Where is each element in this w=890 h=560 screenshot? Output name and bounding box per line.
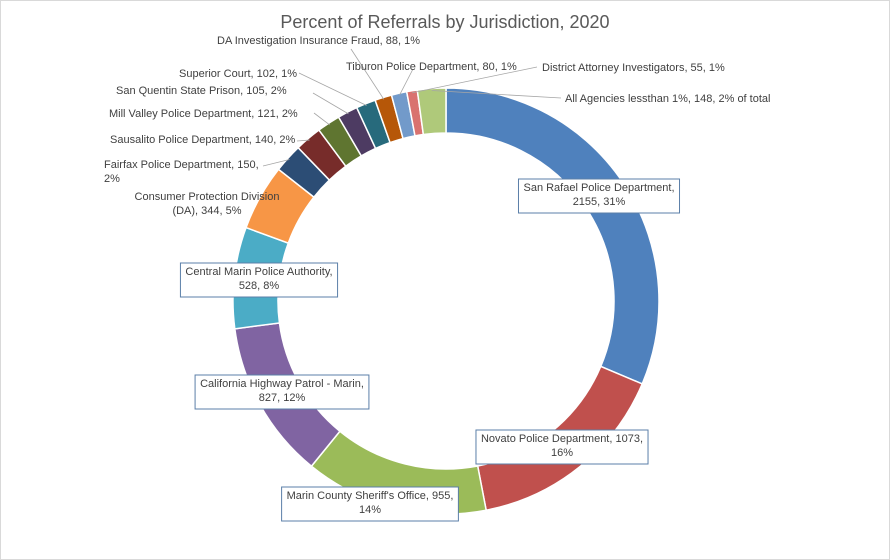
data-label-california-highway-patrol-marin: California Highway Patrol - Marin, 827, 1…	[194, 374, 370, 410]
leader-line	[296, 139, 310, 142]
data-label-line: Consumer Protection Division	[135, 191, 280, 203]
data-label-line: California Highway Patrol - Marin,	[200, 378, 364, 390]
data-label-line: 16%	[551, 447, 573, 459]
slice-all-agencies-less-than-1	[416, 87, 447, 136]
data-label-line: DA Investigation Insurance Fraud, 88, 1%	[217, 35, 420, 47]
data-label-line: 528, 8%	[239, 280, 280, 292]
data-label-box	[517, 178, 681, 214]
data-label-line: Fairfax Police Department, 150,	[104, 159, 259, 171]
data-label-line: Marin County Sheriff's Office, 955,	[287, 490, 454, 502]
data-label-box	[475, 429, 649, 465]
data-label-marin-county-sheriff-s-office: Marin County Sheriff's Office, 955, 14%	[281, 486, 459, 522]
data-label-line: All Agencies lessthan 1%, 148, 2% of tot…	[565, 93, 770, 105]
leader-line	[431, 90, 562, 99]
slice-san-rafael-police-department	[445, 87, 660, 385]
chart-title: Percent of Referrals by Jurisdiction, 20…	[280, 12, 610, 32]
data-label-line: 827, 12%	[259, 392, 306, 404]
data-label-line: Mill Valley Police Department, 121, 2%	[109, 108, 298, 120]
data-label-line: 2155, 31%	[573, 196, 626, 208]
data-label-line: Central Marin Police Authority,	[185, 266, 332, 278]
data-label-line: San Rafael Police Department,	[523, 182, 674, 194]
leader-line	[298, 72, 367, 106]
leader-line	[262, 159, 290, 167]
data-label-district-attorney-investigators: District Attorney Investigators, 55, 1%	[542, 62, 725, 74]
data-label-box	[179, 262, 339, 298]
leader-line	[312, 92, 349, 115]
data-label-line: Sausalito Police Department, 140, 2%	[110, 134, 295, 146]
leader-line	[350, 48, 385, 100]
data-label-line: 14%	[359, 504, 381, 516]
leader-line	[313, 112, 330, 126]
data-label-line: District Attorney Investigators, 55, 1%	[542, 62, 725, 74]
data-label-da-investigation-insurance-fraud: DA Investigation Insurance Fraud, 88, 1%	[217, 35, 420, 47]
data-label-box	[194, 374, 370, 410]
data-label-line: Superior Court, 102, 1%	[179, 68, 297, 80]
data-label-novato-police-department: Novato Police Department, 1073, 16%	[475, 429, 649, 465]
leader-line	[412, 66, 538, 94]
leader-line	[399, 68, 414, 96]
data-label-line: San Quentin State Prison, 105, 2%	[116, 85, 287, 97]
data-label-san-rafael-police-department: San Rafael Police Department, 2155, 31%	[517, 178, 681, 214]
data-label-all-agencies-less-than-1: All Agencies lessthan 1%, 148, 2% of tot…	[565, 93, 770, 105]
data-label-line: (DA), 344, 5%	[172, 205, 241, 217]
data-label-mill-valley-police-department: Mill Valley Police Department, 121, 2%	[109, 108, 298, 120]
data-label-central-marin-police-authority: Central Marin Police Authority, 528, 8%	[179, 262, 339, 298]
data-label-fairfax-police-department: Fairfax Police Department, 150, 2%	[104, 159, 259, 185]
data-label-line: Tiburon Police Department, 80, 1%	[346, 61, 517, 73]
data-label-superior-court: Superior Court, 102, 1%	[179, 68, 297, 80]
data-label-line: 2%	[104, 173, 120, 185]
data-label-line: Novato Police Department, 1073,	[481, 433, 643, 445]
data-label-consumer-protection-division-da: Consumer Protection Division (DA), 344, 5…	[135, 191, 280, 217]
data-label-box	[281, 486, 459, 522]
data-label-san-quentin-state-prison: San Quentin State Prison, 105, 2%	[116, 85, 287, 97]
data-label-tiburon-police-department: Tiburon Police Department, 80, 1%	[346, 61, 517, 73]
data-label-sausalito-police-department: Sausalito Police Department, 140, 2%	[110, 134, 295, 146]
